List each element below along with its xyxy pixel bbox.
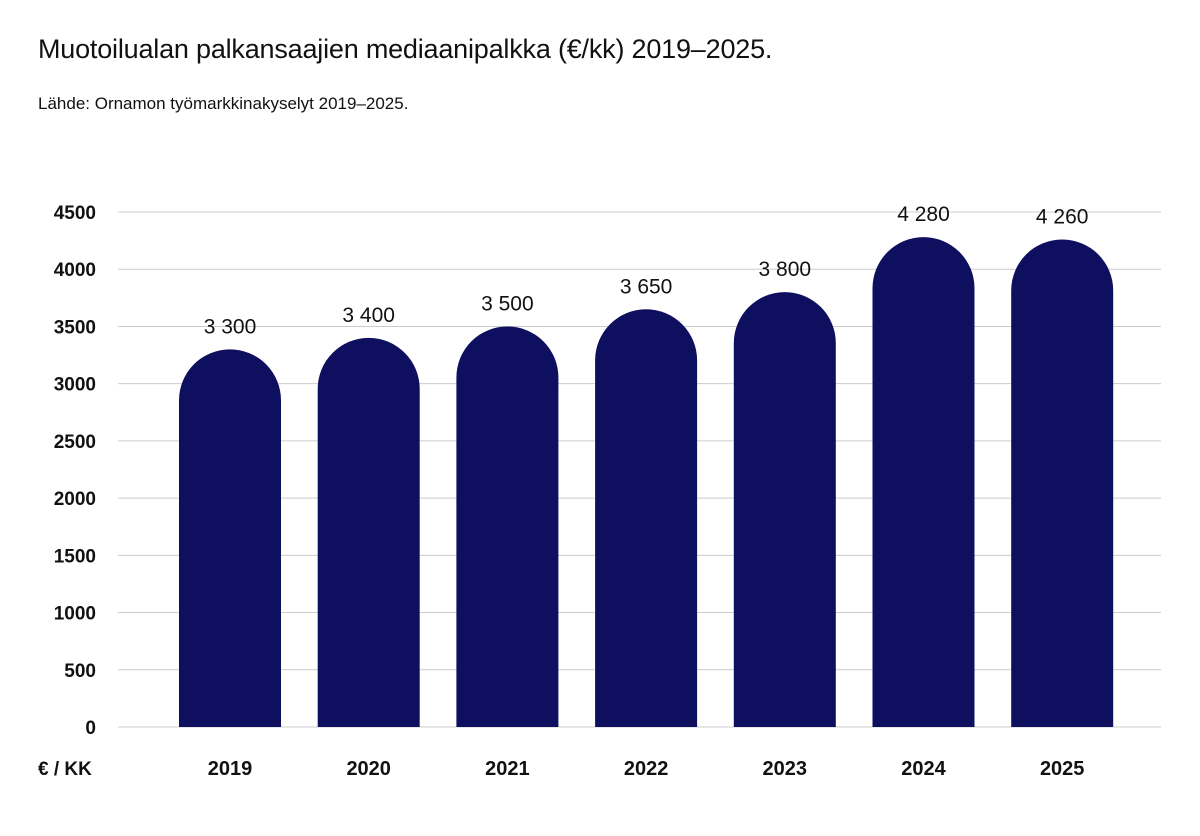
x-tick-label: 2019 [208, 758, 253, 780]
data-label: 3 650 [620, 275, 673, 298]
y-tick-label: 3000 [54, 375, 96, 396]
data-label: 3 400 [342, 304, 395, 327]
y-axis-unit-label: € / KK [38, 759, 92, 780]
data-label: 3 500 [481, 292, 534, 315]
data-label: 3 800 [759, 258, 812, 281]
data-label: 4 280 [897, 203, 950, 226]
y-tick-label: 0 [85, 718, 96, 739]
chart-subtitle: Lähde: Ornamon työmarkkinakyselyt 2019–2… [38, 94, 409, 113]
chart-title: Muotoilualan palkansaajien mediaanipalkk… [38, 34, 773, 64]
bar [595, 309, 698, 727]
data-label: 4 260 [1036, 205, 1089, 228]
bar [179, 349, 281, 727]
y-tick-label: 4000 [54, 260, 96, 281]
bar [456, 326, 559, 727]
y-tick-label: 3500 [54, 317, 96, 338]
bar [1011, 239, 1114, 727]
y-tick-label: 1000 [54, 604, 96, 625]
y-tick-label: 4500 [54, 203, 96, 224]
x-tick-label: 2023 [763, 758, 808, 780]
x-tick-label: 2022 [624, 758, 669, 780]
data-label: 3 300 [204, 315, 257, 338]
x-tick-label: 2024 [901, 758, 946, 780]
y-tick-label: 2500 [54, 432, 96, 453]
x-tick-label: 2021 [485, 758, 530, 780]
y-tick-label: 500 [64, 661, 96, 682]
x-tick-label: 2025 [1040, 758, 1085, 780]
bar [872, 237, 975, 727]
y-tick-label: 2000 [54, 489, 96, 510]
y-tick-label: 1500 [54, 546, 96, 567]
bar [317, 337, 420, 727]
bar [733, 292, 836, 727]
x-tick-label: 2020 [346, 758, 391, 780]
